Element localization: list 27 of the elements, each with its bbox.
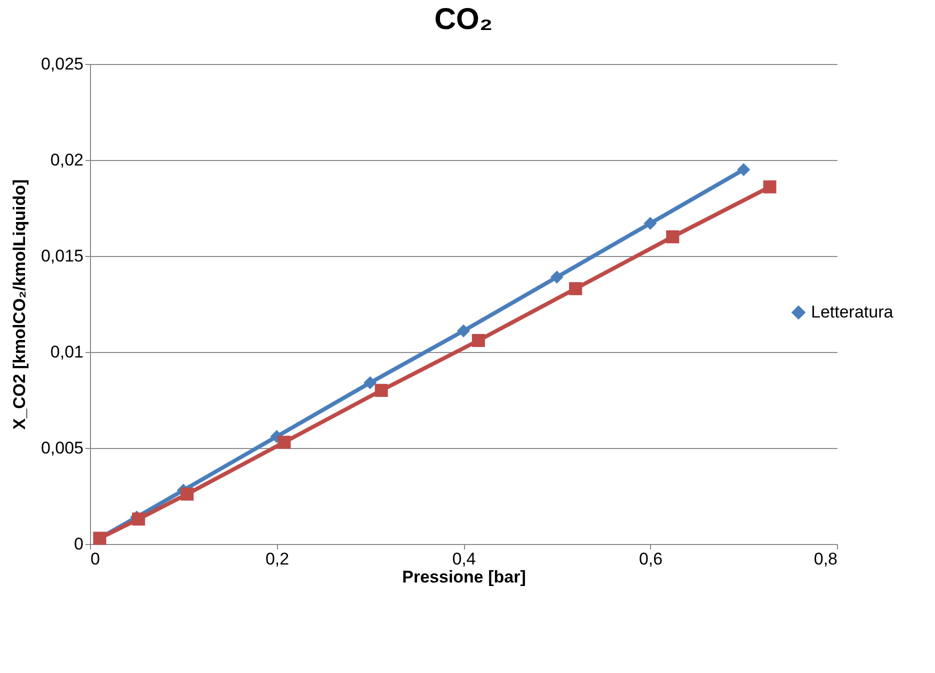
- x-tick-label: 0,8: [814, 550, 838, 568]
- point: [364, 376, 377, 390]
- y-tick-label: 0,015: [40, 246, 84, 266]
- y-tick-label: 0,02: [50, 150, 84, 170]
- point: [374, 384, 388, 397]
- point: [456, 324, 470, 338]
- point: [644, 216, 657, 230]
- point: [763, 180, 776, 194]
- legend-label: Letteratura: [811, 302, 894, 322]
- point: [472, 334, 485, 347]
- y-tick-label: 0,005: [40, 438, 84, 458]
- y-tick-label: 0: [74, 534, 84, 554]
- point: [737, 163, 750, 176]
- chart-title: CO₂: [434, 3, 493, 36]
- x-tick-label: 0,4: [452, 550, 476, 568]
- x-tick-label: 0,6: [638, 550, 663, 568]
- x-tick-label: 0: [90, 550, 100, 568]
- x-tick-label: 0,2: [265, 550, 290, 568]
- point: [666, 230, 680, 244]
- point: [569, 282, 582, 296]
- y-tick-label: 0,01: [50, 342, 84, 362]
- point: [278, 436, 291, 449]
- y-tick-label: 0,025: [40, 54, 84, 74]
- point: [180, 488, 194, 501]
- y-axis-title: X_CO2 [kmolCO₂/kmolLiquido]: [10, 179, 29, 430]
- x-axis-title: Pressione [bar]: [402, 568, 526, 586]
- point: [550, 270, 564, 284]
